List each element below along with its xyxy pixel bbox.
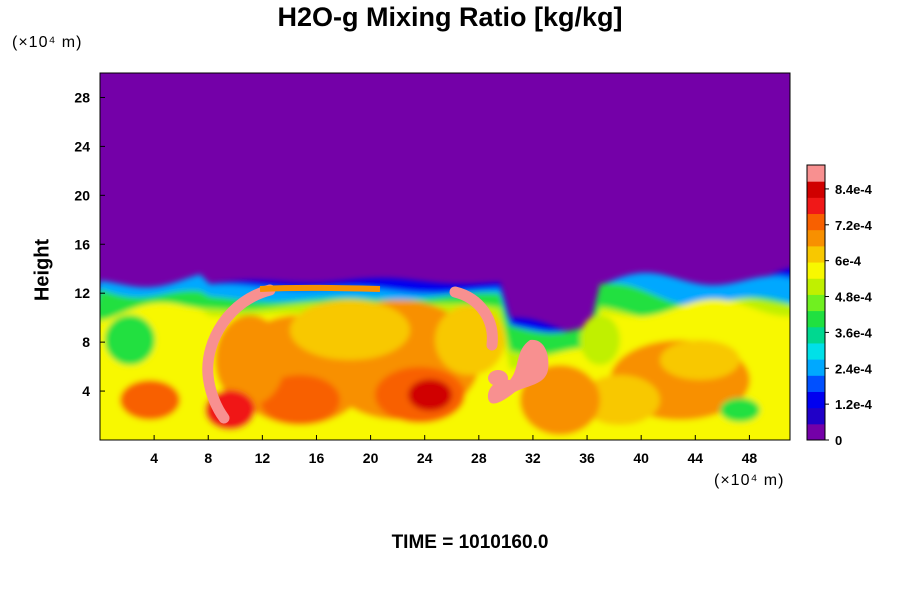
colorbar-swatch <box>807 197 825 215</box>
y-tick-label: 4 <box>82 383 90 399</box>
colorbar-swatch <box>807 359 825 376</box>
x-tick-label: 24 <box>417 450 433 466</box>
colorbar-swatch <box>807 326 825 344</box>
x-tick-label: 16 <box>309 450 325 466</box>
x-axis-ticks: 4 8 12 16 20 24 28 32 36 40 44 48 <box>150 435 757 466</box>
colorbar-swatch <box>807 310 825 328</box>
moist-layer-blobs <box>100 268 790 440</box>
colorbar: 0 1.2e-4 2.4e-4 3.6e-4 4.8e-4 6e-4 7.2e-4 8.4e-… <box>806 164 873 448</box>
colorbar-tick-label: 1.2e-4 <box>835 397 873 412</box>
colorbar-swatch <box>807 278 825 295</box>
colorbar-swatch <box>807 407 825 425</box>
x-axis-unit: (×10⁴ m) <box>714 472 785 489</box>
x-tick-label: 36 <box>579 450 595 466</box>
colorbar-swatch <box>807 181 825 198</box>
moisture-field <box>100 73 790 440</box>
y-tick-label: 24 <box>74 138 90 154</box>
y-axis-unit: (×10⁴ m) <box>12 34 83 51</box>
colorbar-swatch <box>807 262 825 279</box>
colorbar-swatch <box>807 245 825 263</box>
colorbar-swatch <box>807 342 825 360</box>
y-tick-label: 20 <box>74 187 90 203</box>
y-tick-label: 12 <box>74 285 90 301</box>
time-label: TIME = 1010160.0 <box>391 532 549 553</box>
x-tick-label: 48 <box>742 450 758 466</box>
colorbar-swatch <box>807 165 825 182</box>
plot-frame <box>99 72 791 441</box>
x-tick-label: 8 <box>204 450 212 466</box>
colorbar-swatch <box>807 375 825 392</box>
x-tick-label: 28 <box>471 450 487 466</box>
y-tick-label: 8 <box>82 334 90 350</box>
colorbar-tick-label: 0 <box>835 433 842 448</box>
colorbar-frame <box>806 164 826 441</box>
chart-title: H2O-g Mixing Ratio [kg/kg] <box>277 2 623 32</box>
x-tick-label: 40 <box>633 450 649 466</box>
colorbar-swatch <box>807 229 825 247</box>
y-axis-ticks: 4 8 12 16 20 24 28 <box>74 89 105 399</box>
colorbar-tick-label: 8.4e-4 <box>835 182 873 197</box>
colorbar-tick-label: 6e-4 <box>835 254 862 269</box>
x-tick-label: 12 <box>255 450 271 466</box>
colorbar-tick-label: 3.6e-4 <box>835 325 873 340</box>
x-tick-label: 32 <box>525 450 541 466</box>
x-tick-label: 4 <box>150 450 158 466</box>
colorbar-tick-label: 4.8e-4 <box>835 290 873 305</box>
colorbar-tick-label: 7.2e-4 <box>835 218 873 233</box>
y-tick-label: 28 <box>74 89 90 105</box>
colorbar-tick-label: 2.4e-4 <box>835 361 873 376</box>
colorbar-swatch <box>807 294 825 312</box>
colorbar-swatch <box>807 213 825 231</box>
x-tick-label: 20 <box>363 450 379 466</box>
colorbar-swatch <box>807 391 825 409</box>
colorbar-swatch <box>807 423 825 441</box>
x-tick-label: 44 <box>688 450 704 466</box>
y-tick-label: 16 <box>74 236 90 252</box>
